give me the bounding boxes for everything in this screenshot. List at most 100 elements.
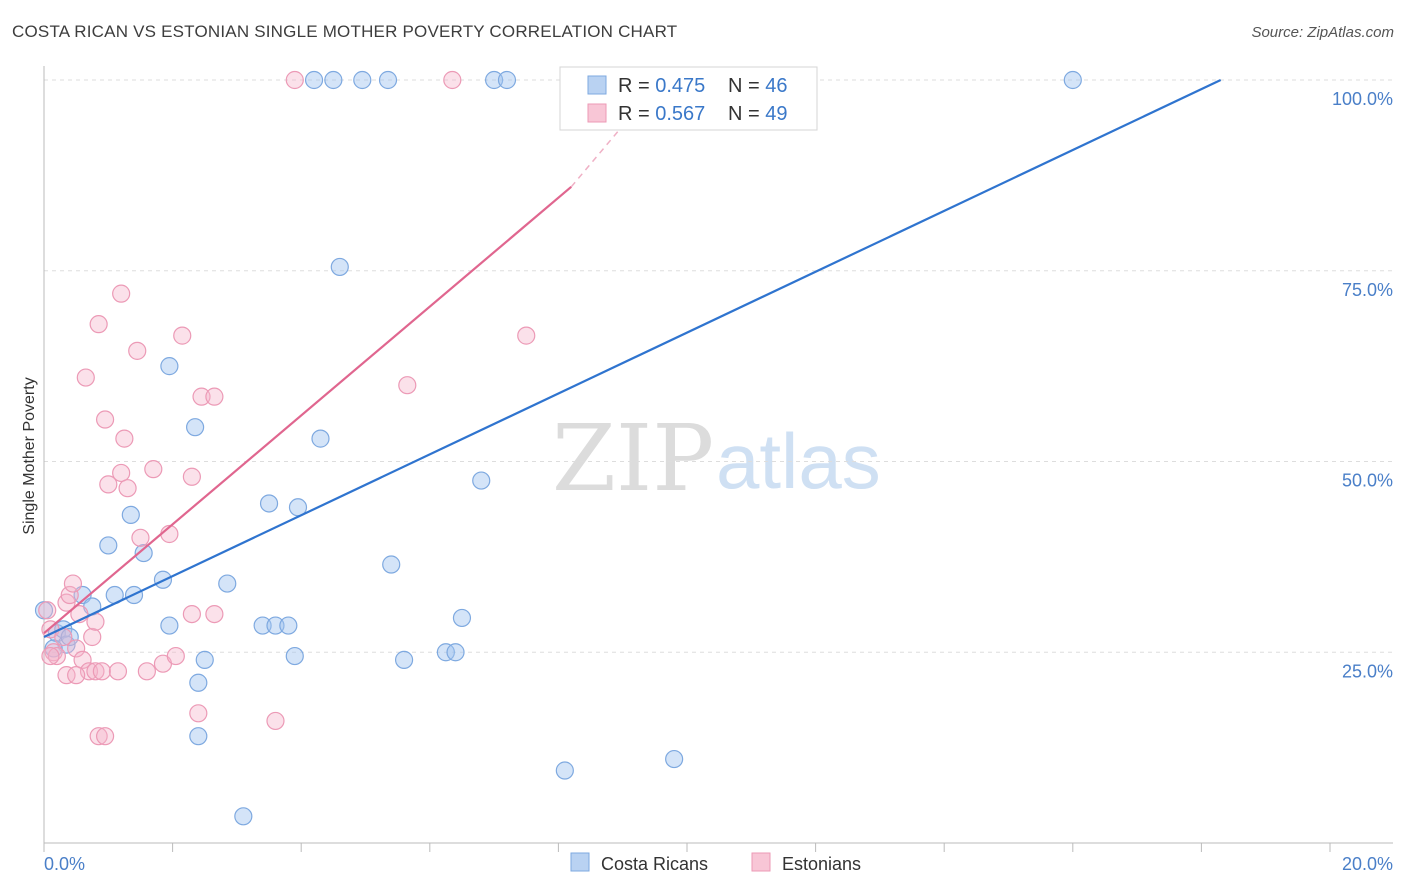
stats-legend: R = 0.475 N = 46 R = 0.567 N = 49	[559, 66, 818, 131]
costa-rican-point	[285, 646, 304, 666]
gridlines	[44, 79, 1393, 653]
costa-rican-point	[497, 70, 517, 90]
costa-rican-point	[259, 494, 279, 513]
estonian-point	[166, 646, 185, 666]
costa-rican-point	[311, 429, 330, 448]
costa-rican-point	[382, 555, 401, 574]
costa-rican-point	[121, 505, 140, 525]
watermark: ZIP atlas	[552, 405, 881, 512]
estonian-point	[89, 315, 108, 334]
estonian-point	[112, 463, 131, 483]
x-tick-max: 20.0%	[1342, 854, 1393, 874]
estonian-point	[112, 284, 131, 303]
costa-rican-point	[485, 70, 504, 90]
estonian-point	[517, 326, 536, 345]
estonian-point	[118, 479, 137, 498]
costa-rican-point	[665, 749, 684, 769]
legend-swatch-costa-ricans	[570, 852, 590, 872]
costa-rican-point	[279, 616, 298, 635]
estonian-point	[63, 574, 83, 593]
costa-rican-point	[134, 543, 153, 563]
costa-ricans-trend-line	[43, 79, 1222, 638]
estonian-point	[38, 601, 57, 620]
estonian-point	[95, 727, 115, 746]
costa-rican-point	[266, 616, 285, 635]
estonians-points	[38, 70, 536, 746]
y-tick-labels: 25.0% 50.0% 75.0% 100.0%	[1332, 89, 1393, 681]
costa-rican-point	[160, 616, 179, 635]
estonian-point	[285, 70, 304, 90]
estonian-point	[99, 475, 118, 494]
estonians-trend-line	[43, 185, 572, 635]
costa-rican-point	[1063, 70, 1082, 90]
legend-swatch-estonians	[751, 852, 771, 872]
costa-rican-point	[378, 70, 398, 90]
costa-rican-point	[189, 727, 208, 746]
estonian-point	[189, 704, 208, 723]
estonian-point	[443, 70, 462, 90]
estonian-point	[266, 711, 285, 731]
estonian-point	[182, 604, 201, 624]
y-tick-label-100: 100.0%	[1332, 89, 1393, 109]
costa-rican-point	[436, 643, 455, 662]
stats-swatch-estonians	[587, 103, 607, 123]
costa-rican-point	[60, 627, 79, 647]
estonian-point	[398, 376, 417, 395]
costa-rican-point	[446, 643, 465, 662]
estonian-point	[67, 666, 86, 685]
chart-title: COSTA RICAN VS ESTONIAN SINGLE MOTHER PO…	[12, 22, 678, 41]
y-tick-label-75: 75.0%	[1342, 280, 1393, 300]
costa-rican-point	[555, 761, 574, 780]
estonian-point	[86, 662, 105, 681]
chart-source: Source: ZipAtlas.com	[1251, 24, 1394, 41]
estonian-point	[128, 341, 147, 360]
estonians-trend-extension	[570, 79, 662, 188]
y-axis-label: Single Mother Poverty	[21, 377, 38, 534]
costa-rican-point	[99, 536, 118, 555]
estonian-point	[115, 429, 134, 448]
estonian-point	[41, 646, 60, 666]
y-tick-label-25: 25.0%	[1342, 661, 1393, 681]
costa-rican-point	[452, 608, 472, 628]
costa-rican-point	[472, 471, 491, 490]
costa-rican-point	[330, 257, 349, 277]
estonian-point	[60, 585, 79, 605]
estonian-point	[89, 727, 108, 746]
legend-label-costa-ricans: Costa Ricans	[601, 854, 708, 874]
estonian-point	[205, 604, 224, 624]
costa-rican-point	[218, 574, 237, 593]
x-tick-min: 0.0%	[44, 854, 85, 874]
costa-rican-point	[160, 357, 179, 376]
stats-row-2: R = 0.567 N = 49	[618, 103, 788, 125]
estonian-point	[137, 662, 156, 681]
costa-rican-point	[324, 70, 343, 90]
watermark-zip: ZIP	[552, 405, 714, 512]
y-tick-label-50: 50.0%	[1342, 471, 1393, 491]
estonian-point	[76, 368, 95, 387]
costa-rican-point	[186, 418, 205, 437]
stats-row-1: R = 0.475 N = 46	[618, 75, 788, 97]
legend-label-estonians: Estonians	[782, 854, 861, 874]
estonian-point	[182, 467, 201, 486]
costa-rican-point	[189, 673, 208, 692]
axes	[43, 66, 1393, 852]
estonian-point	[95, 410, 115, 429]
costa-rican-point	[353, 70, 372, 90]
series-legend: Costa Ricans Estonians	[570, 852, 861, 874]
estonian-point	[108, 662, 128, 681]
costa-rican-point	[394, 650, 414, 669]
estonian-point	[192, 387, 211, 406]
costa-rican-point	[253, 616, 272, 635]
costa-rican-point	[195, 650, 214, 669]
estonian-point	[205, 387, 224, 406]
estonian-point	[144, 460, 163, 479]
estonian-point	[47, 646, 66, 666]
costa-ricans-points	[34, 70, 1082, 826]
costa-rican-point	[234, 807, 253, 826]
estonian-point	[67, 639, 86, 658]
estonian-point	[173, 326, 192, 345]
trend-lines	[43, 79, 1222, 638]
estonian-point	[57, 666, 76, 685]
estonian-point	[92, 662, 111, 681]
